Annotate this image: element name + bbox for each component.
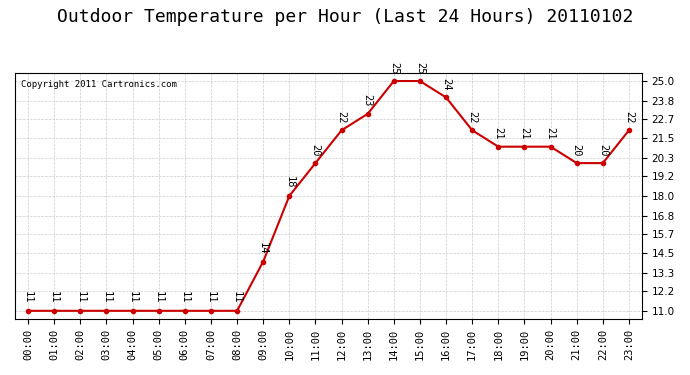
Text: 11: 11 (49, 291, 59, 304)
Text: Outdoor Temperature per Hour (Last 24 Hours) 20110102: Outdoor Temperature per Hour (Last 24 Ho… (57, 8, 633, 26)
Text: 11: 11 (101, 291, 112, 304)
Text: 11: 11 (75, 291, 86, 304)
Text: 11: 11 (206, 291, 216, 304)
Text: 21: 21 (520, 127, 529, 140)
Text: 20: 20 (572, 144, 582, 156)
Text: 11: 11 (128, 291, 137, 304)
Text: 21: 21 (493, 127, 503, 140)
Text: 25: 25 (415, 62, 425, 74)
Text: 21: 21 (546, 127, 555, 140)
Text: 24: 24 (441, 78, 451, 90)
Text: 20: 20 (310, 144, 320, 156)
Text: 22: 22 (624, 111, 634, 123)
Text: 11: 11 (232, 291, 242, 304)
Text: 11: 11 (180, 291, 190, 304)
Text: 22: 22 (467, 111, 477, 123)
Text: 23: 23 (363, 94, 373, 107)
Text: 11: 11 (154, 291, 164, 304)
Text: 11: 11 (23, 291, 33, 304)
Text: Copyright 2011 Cartronics.com: Copyright 2011 Cartronics.com (21, 80, 177, 89)
Text: 25: 25 (389, 62, 399, 74)
Text: 20: 20 (598, 144, 608, 156)
Text: 14: 14 (258, 242, 268, 255)
Text: 22: 22 (337, 111, 346, 123)
Text: 18: 18 (284, 177, 295, 189)
